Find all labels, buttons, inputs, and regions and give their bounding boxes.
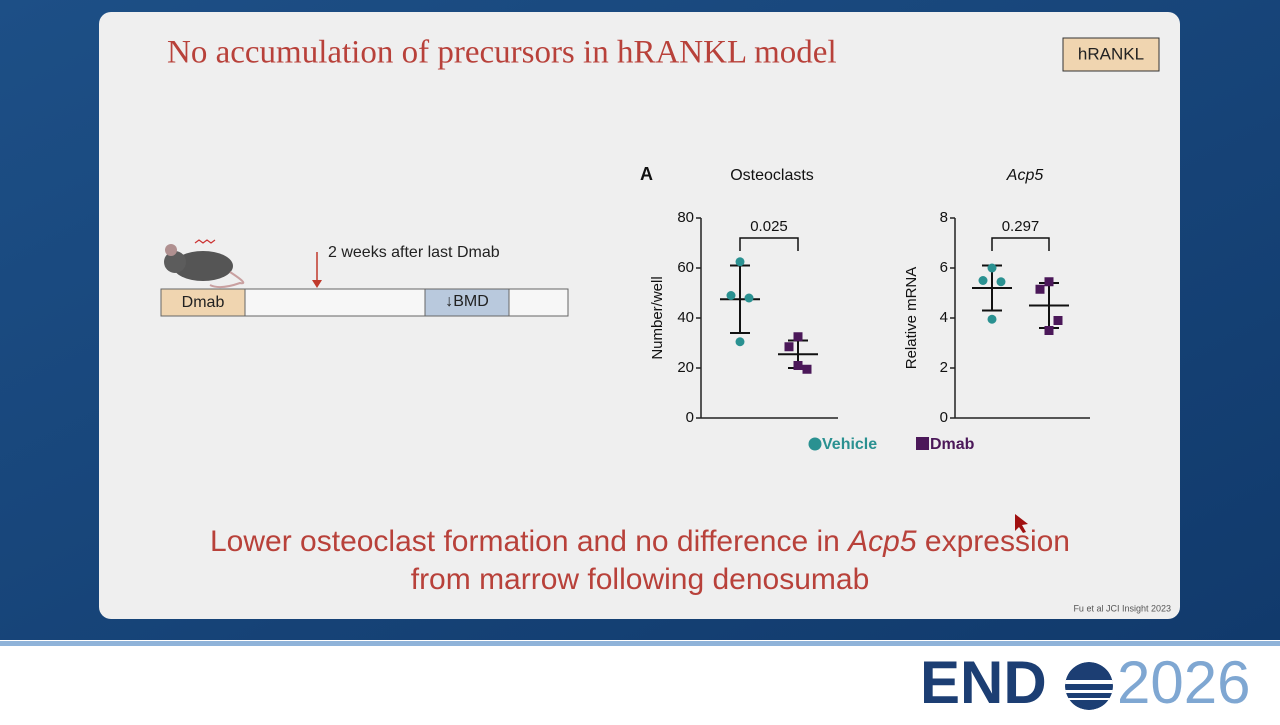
y-tick-label: 8 [940, 209, 948, 226]
data-point [996, 277, 1006, 287]
conclusion-gene: Acp5 [846, 525, 917, 558]
y-tick-label: 0 [940, 409, 948, 426]
mouse-icon [164, 239, 245, 289]
legend-label: Vehicle [822, 436, 877, 453]
y-tick-label: 2 [940, 359, 948, 376]
chart-title: Osteoclasts [730, 167, 814, 184]
badge: hRANKL [1078, 44, 1144, 63]
logo-left: END [920, 649, 1047, 716]
footer-stripe [0, 641, 1280, 646]
conclusion-text: Lower osteoclast formation and no differ… [210, 525, 848, 558]
data-point [987, 314, 997, 324]
data-point [735, 257, 745, 267]
timeline-end-label: ↓BMD [445, 293, 489, 310]
data-point [744, 293, 754, 303]
conclusion-line1: Lower osteoclast formation and no differ… [210, 525, 1070, 558]
conclusion-line2: from marrow following denosumab [411, 563, 870, 596]
badge-box [1062, 37, 1160, 72]
data-point [726, 291, 736, 300]
bracket [991, 237, 1050, 251]
data-point [1053, 316, 1063, 325]
conclusion-text: expression [917, 525, 1070, 558]
y-tick-label: 60 [677, 259, 694, 276]
data-point [987, 263, 997, 273]
data-point [1044, 326, 1054, 335]
timeline-start-label: Dmab [182, 294, 225, 311]
y-tick-label: 4 [940, 309, 948, 326]
y-tick-label: 20 [677, 359, 694, 376]
data-point [793, 332, 803, 342]
data-point [784, 342, 794, 352]
citation: Fu et al JCI Insight 2023 [1073, 603, 1171, 613]
y-tick-label: 80 [677, 209, 694, 226]
logo-globe [1065, 662, 1113, 710]
data-point [793, 361, 803, 370]
logo-right: 2026 [1117, 649, 1250, 716]
p-value: 0.025 [750, 218, 788, 235]
data-point [802, 364, 812, 374]
bracket [739, 237, 799, 251]
y-tick-label: 6 [940, 259, 948, 276]
data-point [735, 337, 745, 347]
legend-marker [916, 437, 929, 450]
cursor [1015, 514, 1028, 533]
y-axis-label: Relative mRNA [903, 267, 920, 370]
data-point [1044, 277, 1054, 287]
data-point [1035, 284, 1045, 294]
arrow-head [312, 280, 322, 288]
legend-marker [808, 437, 822, 451]
panel-label: A [640, 164, 653, 184]
slide-panel [99, 12, 1180, 619]
p-value: 0.297 [1002, 218, 1040, 235]
legend-label: Dmab [930, 436, 975, 453]
timeline-start [160, 288, 246, 317]
slide-title: No accumulation of precursors in hRANKL … [167, 35, 837, 71]
arrow-label: 2 weeks after last Dmab [328, 244, 500, 261]
data-point [978, 276, 988, 285]
chart-title: Acp5 [1006, 167, 1044, 184]
y-tick-label: 40 [677, 309, 694, 326]
y-tick-label: 0 [686, 409, 694, 426]
timeline-end [424, 288, 510, 317]
y-axis-label: Number/well [649, 276, 666, 359]
